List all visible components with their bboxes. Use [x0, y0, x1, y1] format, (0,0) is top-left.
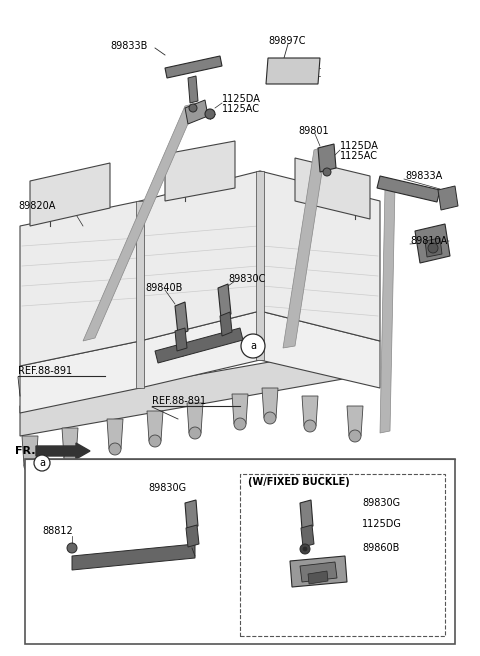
Polygon shape: [240, 474, 445, 636]
Polygon shape: [260, 171, 380, 341]
Polygon shape: [175, 328, 187, 351]
Circle shape: [303, 547, 307, 551]
Text: 89833B: 89833B: [110, 41, 147, 51]
Text: REF.88-891: REF.88-891: [152, 396, 206, 406]
Polygon shape: [260, 311, 380, 388]
Polygon shape: [300, 500, 313, 529]
Text: 89833A: 89833A: [405, 171, 442, 181]
Text: 89840B: 89840B: [145, 283, 182, 293]
Polygon shape: [220, 312, 232, 336]
Text: 1125DA: 1125DA: [222, 94, 261, 104]
Polygon shape: [415, 224, 450, 263]
Polygon shape: [318, 144, 336, 172]
Polygon shape: [83, 103, 197, 341]
Text: 88812: 88812: [42, 526, 73, 536]
Polygon shape: [380, 186, 395, 433]
Circle shape: [109, 443, 121, 455]
Polygon shape: [302, 396, 318, 426]
Polygon shape: [188, 76, 198, 103]
Text: 89830C: 89830C: [228, 274, 265, 284]
Circle shape: [234, 418, 246, 430]
Polygon shape: [290, 556, 347, 587]
Polygon shape: [72, 544, 195, 570]
Text: 1125DA: 1125DA: [340, 141, 379, 151]
Circle shape: [149, 435, 161, 447]
Text: (W/FIXED BUCKLE): (W/FIXED BUCKLE): [248, 477, 350, 487]
Text: 1125DG: 1125DG: [362, 519, 402, 529]
Polygon shape: [22, 436, 38, 466]
Polygon shape: [147, 411, 163, 441]
Polygon shape: [377, 176, 440, 202]
Polygon shape: [175, 302, 188, 335]
Polygon shape: [165, 141, 235, 201]
Polygon shape: [107, 419, 123, 449]
Polygon shape: [256, 171, 264, 360]
Circle shape: [349, 430, 361, 442]
Polygon shape: [30, 163, 110, 226]
Circle shape: [205, 109, 215, 119]
Circle shape: [323, 168, 331, 176]
Text: a: a: [250, 341, 256, 351]
Polygon shape: [186, 525, 199, 547]
Polygon shape: [347, 406, 363, 436]
Circle shape: [189, 427, 201, 439]
Circle shape: [241, 334, 265, 358]
FancyBboxPatch shape: [25, 459, 455, 644]
Polygon shape: [425, 238, 442, 257]
Circle shape: [300, 544, 310, 554]
Polygon shape: [165, 56, 222, 78]
Polygon shape: [136, 201, 144, 388]
Circle shape: [34, 455, 50, 471]
Circle shape: [304, 420, 316, 432]
Text: 89897C: 89897C: [268, 36, 305, 46]
Text: FR.: FR.: [15, 446, 36, 456]
Circle shape: [264, 412, 276, 424]
Polygon shape: [140, 311, 260, 388]
Polygon shape: [187, 403, 203, 433]
Polygon shape: [301, 525, 314, 547]
Circle shape: [24, 460, 36, 472]
Polygon shape: [185, 100, 208, 124]
Text: 89830G: 89830G: [148, 483, 186, 493]
Polygon shape: [300, 562, 337, 582]
Polygon shape: [185, 500, 198, 529]
Polygon shape: [266, 58, 320, 84]
Polygon shape: [155, 328, 243, 363]
Polygon shape: [295, 158, 370, 219]
Polygon shape: [283, 146, 326, 348]
Polygon shape: [218, 284, 231, 318]
Text: 1125AC: 1125AC: [222, 104, 260, 114]
Circle shape: [428, 243, 438, 253]
Text: 1125AC: 1125AC: [340, 151, 378, 161]
Text: 89801: 89801: [298, 126, 329, 136]
Polygon shape: [262, 388, 278, 418]
Text: REF.88-891: REF.88-891: [18, 366, 72, 376]
Circle shape: [189, 104, 197, 112]
Polygon shape: [438, 186, 458, 210]
Text: 89820A: 89820A: [18, 201, 55, 211]
Polygon shape: [308, 571, 328, 584]
Text: 89810A: 89810A: [410, 236, 447, 246]
Polygon shape: [20, 341, 140, 413]
Polygon shape: [232, 394, 248, 424]
Circle shape: [67, 543, 77, 553]
FancyArrow shape: [36, 443, 90, 459]
Polygon shape: [20, 346, 360, 436]
Text: 89860B: 89860B: [362, 543, 399, 553]
Polygon shape: [62, 428, 78, 458]
Polygon shape: [140, 171, 260, 341]
Circle shape: [64, 452, 76, 464]
Polygon shape: [20, 201, 140, 366]
Text: a: a: [39, 458, 45, 468]
Text: 89830G: 89830G: [362, 498, 400, 508]
